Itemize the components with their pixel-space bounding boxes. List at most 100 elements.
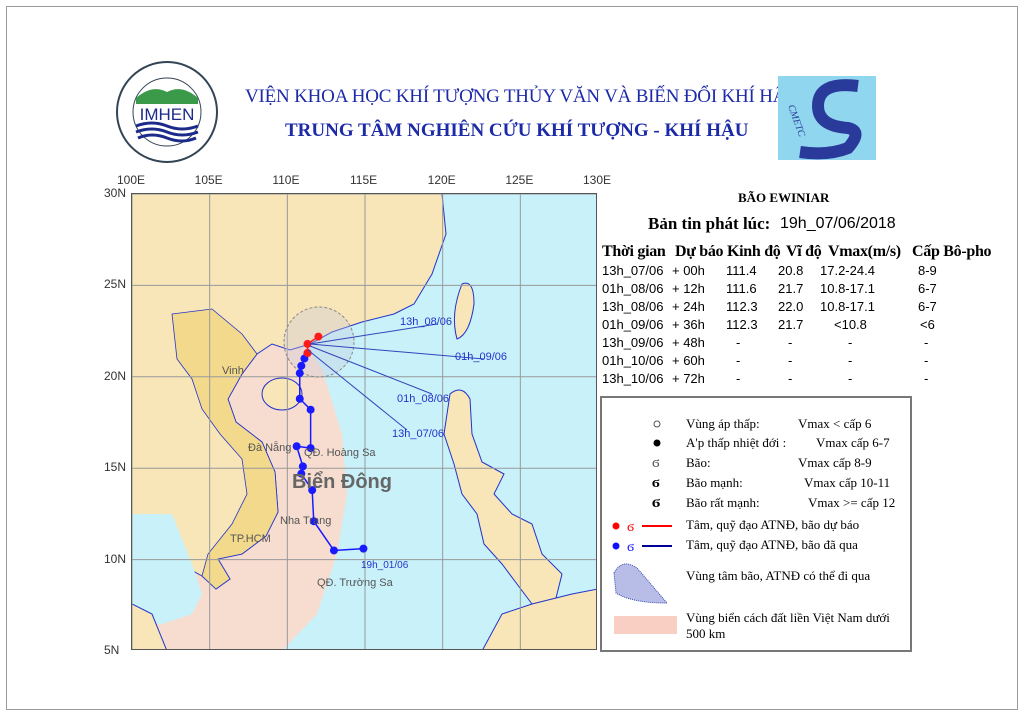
table-cell: 112.3 [726, 317, 758, 332]
lon-tick-label: 115E [350, 173, 378, 187]
lon-tick-label: 125E [505, 173, 534, 187]
forecast-track-point[interactable] [314, 332, 323, 341]
svg-text:ϭ: ϭ [652, 494, 660, 511]
table-cell: - [736, 371, 741, 386]
past-track-point[interactable] [308, 486, 317, 495]
table-cell: - [788, 371, 793, 386]
table-cell: - [788, 335, 793, 350]
past-track-point[interactable] [297, 469, 306, 478]
legend-item: Tâm, quỹ đạo ATNĐ, bão dự báo [686, 517, 859, 533]
table-row: 13h_10/06 + 72h - - - - [602, 371, 1012, 389]
legend-label: Bão mạnh: [686, 475, 743, 490]
past-track-point[interactable] [359, 544, 368, 553]
legend-value: Vmax < cấp 6 [798, 416, 872, 431]
legend-item: Vùng tâm bão, ATNĐ có thể đi qua [686, 568, 870, 584]
cmetc-logo: CMETC [778, 76, 876, 160]
table-cell: + 72h [672, 371, 705, 386]
forecast-track-point[interactable] [303, 339, 312, 348]
table-cell: + 24h [672, 299, 705, 314]
table-header: Thời gian Dự báo Kinh độ Vĩ độ Vmax(m/s)… [602, 243, 1012, 263]
table-cell: 22.0 [778, 299, 804, 314]
philippines [443, 389, 563, 615]
table-cell: + 48h [672, 335, 705, 350]
table-cell: 17.2-24.4 [820, 263, 875, 278]
table-row: 13h_09/06 + 48h - - - - [602, 335, 1012, 353]
past-track-point[interactable] [309, 517, 318, 526]
lon-tick-label: 110E [272, 173, 300, 187]
past-track-point[interactable] [329, 546, 338, 555]
table-cell: 13h_10/06 [602, 371, 664, 386]
svg-text:IMHEN: IMHEN [140, 105, 195, 124]
legend-value: Vmax cấp 10-11 [804, 475, 891, 490]
table-row: 13h_08/06 + 24h 112.3 22.0 10.8-17.1 6-7 [602, 299, 1012, 317]
legend-item: Bão: Vmax cấp 8-9 [686, 455, 872, 471]
table-cell: 01h_08/06 [602, 281, 664, 296]
table-cell: 13h_09/06 [602, 335, 664, 350]
col-header: Kinh độ [727, 243, 781, 260]
place-truongsa: QĐ. Trường Sa [317, 577, 394, 589]
legend-label: Tâm, quỹ đạo ATNĐ, bão dự báo [686, 517, 860, 532]
lat-tick-label: 20N [104, 368, 127, 383]
past-track-point[interactable] [297, 361, 306, 370]
table-cell: 10.8-17.1 [820, 299, 875, 314]
past-track-point[interactable] [295, 369, 304, 378]
past-track-point[interactable] [295, 394, 304, 403]
table-row: 01h_09/06 + 36h 112.3 21.7 <10.8 <6 [602, 317, 1012, 335]
col-header: Vmax(m/s) [828, 243, 901, 260]
table-cell: + 00h [672, 263, 705, 278]
lon-tick-label: 105E [194, 173, 223, 187]
table-cell: + 60h [672, 353, 705, 368]
svg-text:ϭ: ϭ [627, 540, 634, 555]
institute-title: VIỆN KHOA HỌC KHÍ TƯỢNG THỦY VĂN VÀ BIẾN… [245, 86, 800, 107]
vietnam [171, 308, 279, 590]
legend-item: Bão rất mạnh: Vmax >= cấp 12 [686, 495, 895, 511]
time-label: 13h_07/06 [392, 428, 444, 440]
col-header: Cấp Bô-pho [912, 243, 992, 260]
past-track-point[interactable] [306, 444, 315, 453]
legend-label: Vùng áp thấp: [686, 416, 760, 431]
col-header: Dự báo [675, 243, 724, 260]
table-cell: - [788, 353, 793, 368]
table-cell: <10.8 [834, 317, 867, 332]
legend-label: Vùng tâm bão, ATNĐ có thể đi qua [686, 568, 871, 583]
legend-item: Vùng áp thấp: Vmax < cấp 6 [686, 416, 871, 432]
table-cell: 21.7 [778, 317, 804, 332]
table-cell: - [924, 371, 929, 386]
table-cell: 6-7 [918, 299, 937, 314]
table-cell: - [848, 335, 853, 350]
time-label: 13h_08/06 [400, 316, 452, 328]
table-cell: - [848, 353, 853, 368]
table-cell: + 36h [672, 317, 705, 332]
table-cell: 21.7 [778, 281, 804, 296]
legend-item: A'p thấp nhiệt đới : Vmax cấp 6-7 [686, 435, 890, 451]
table-cell: 6-7 [918, 281, 937, 296]
lon-tick-label: 120E [427, 173, 456, 187]
imhen-logo: IMHEN [116, 61, 218, 163]
svg-text:ϭ: ϭ [652, 475, 660, 491]
time-label: 01h_08/06 [397, 393, 449, 405]
place-danang: Đà Nẵng [248, 441, 291, 454]
legend-item: Vùng biển cách đất liền Việt Nam dưới 50… [686, 610, 901, 642]
legend-value: Vmax cấp 6-7 [816, 435, 890, 450]
malay-peninsula [132, 603, 167, 649]
legend-label: Bão: [686, 455, 711, 470]
forecast-track-point[interactable] [303, 349, 312, 358]
storm-track-map[interactable]: 13h_08/06 01h_09/06 01h_08/06 13h_07/06 … [131, 193, 597, 650]
borneo [482, 588, 596, 649]
legend-item: Tâm, quỹ đạo ATNĐ, bão đã qua [686, 537, 858, 553]
past-track-point[interactable] [292, 442, 301, 451]
svg-text:ϭ: ϭ [652, 455, 660, 471]
table-cell: 13h_08/06 [602, 299, 664, 314]
past-track-point[interactable] [306, 405, 315, 414]
forecast-table: Thời gian Dự báo Kinh độ Vĩ độ Vmax(m/s)… [602, 243, 1012, 389]
legend-label: Vùng biển cách đất liền Việt Nam dưới 50… [686, 610, 890, 641]
place-hoangsa: QĐ. Hoàng Sa [304, 447, 376, 459]
lon-tick-label: 130E [583, 173, 612, 187]
past-track-point[interactable] [298, 462, 307, 471]
table-cell: - [736, 353, 741, 368]
table-cell: + 12h [672, 281, 705, 296]
place-nhatrang: Nha Trang [280, 515, 331, 527]
svg-text:ϭ: ϭ [627, 520, 634, 535]
table-row: 01h_10/06 + 60h - - - - [602, 353, 1012, 371]
table-cell: - [924, 353, 929, 368]
